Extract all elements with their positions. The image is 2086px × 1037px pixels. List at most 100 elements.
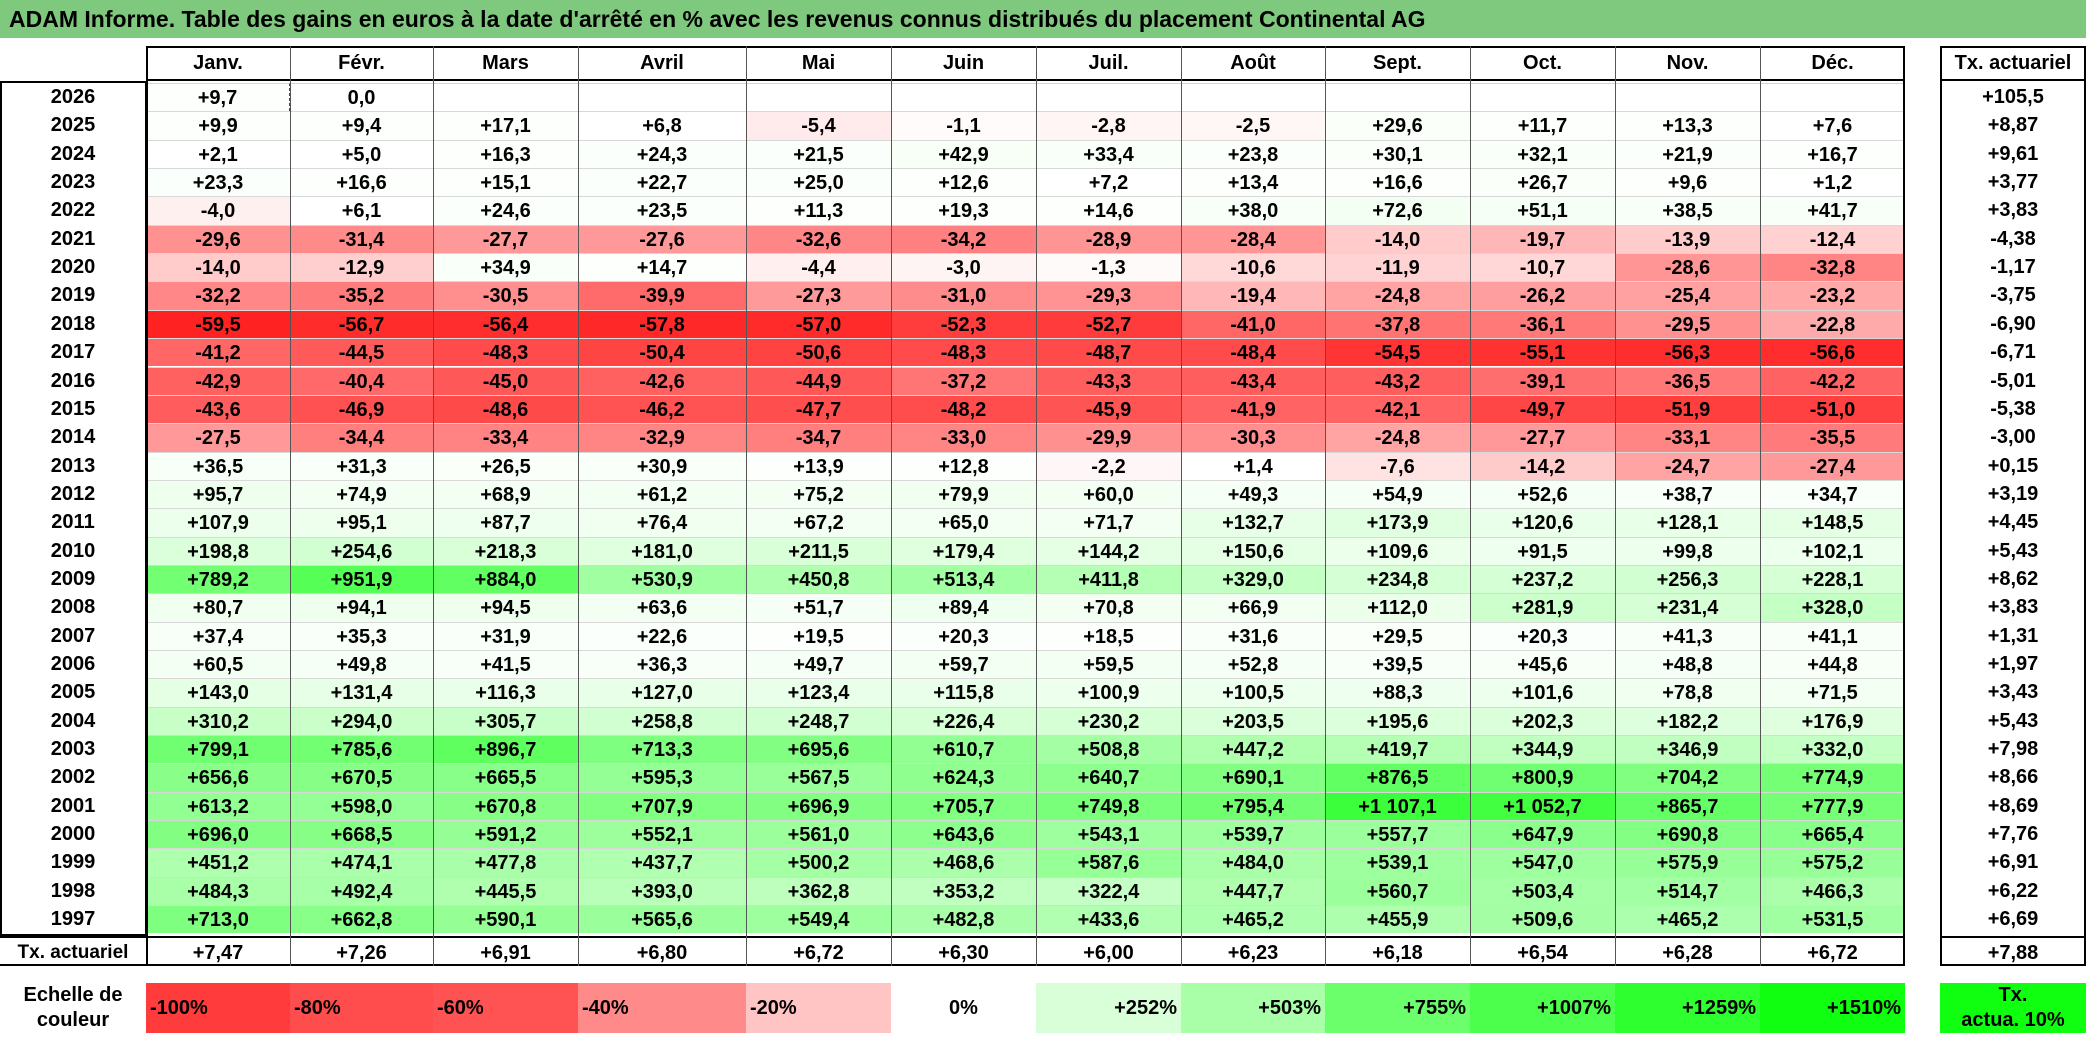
- table-cell: +477,8: [433, 848, 578, 877]
- table-cell: -28,9: [1036, 224, 1181, 254]
- footer-cell: +6,00: [1036, 936, 1181, 966]
- table-cell: +656,6: [146, 763, 290, 792]
- table-cell: +100,5: [1181, 678, 1325, 707]
- table-cell: +513,4: [891, 564, 1036, 594]
- table-cell: -1,3: [1036, 253, 1181, 282]
- table-cell: -32,9: [578, 423, 746, 452]
- rate-cell: +8,87: [1987, 114, 2039, 137]
- table-cell: +777,9: [1760, 791, 1905, 821]
- table-cell: [1470, 83, 1615, 112]
- table-cell: +66,9: [1181, 593, 1325, 622]
- table-cell: +52,8: [1181, 650, 1325, 679]
- table-cell: +198,8: [146, 536, 290, 565]
- scale-swatch: -40%: [578, 983, 746, 1033]
- table-cell: -23,2: [1760, 281, 1905, 310]
- table-cell: +492,4: [290, 876, 433, 906]
- year-label: 2007: [50, 624, 96, 647]
- table-cell: +419,7: [1325, 735, 1470, 764]
- table-cell: -43,4: [1181, 366, 1325, 395]
- footer-cell: +6,91: [433, 936, 578, 966]
- scale-swatch: -80%: [290, 983, 433, 1033]
- table-cell: +87,7: [433, 508, 578, 537]
- table-cell: -27,7: [1470, 423, 1615, 452]
- table-cell: +561,0: [746, 820, 891, 849]
- month-header: Févr.: [290, 46, 433, 81]
- table-cell: +774,9: [1760, 763, 1905, 792]
- table-cell: +179,4: [891, 536, 1036, 565]
- rate-cell: -3,00: [1990, 426, 2036, 449]
- table-cell: +42,9: [891, 139, 1036, 169]
- table-cell: -22,8: [1760, 309, 1905, 339]
- table-cell: -56,7: [290, 309, 433, 339]
- table-cell: +21,5: [746, 139, 891, 169]
- table-cell: +951,9: [290, 564, 433, 594]
- column-divider: [1470, 46, 1471, 966]
- table-cell: +76,4: [578, 508, 746, 537]
- table-cell: +707,9: [578, 791, 746, 821]
- rate-cell: +6,22: [1987, 879, 2039, 902]
- table-cell: -30,3: [1181, 423, 1325, 452]
- table-cell: +60,5: [146, 650, 290, 679]
- table-cell: -50,4: [578, 338, 746, 367]
- table-cell: -33,1: [1615, 423, 1760, 452]
- table-cell: +26,7: [1470, 168, 1615, 197]
- table-cell: +789,2: [146, 564, 290, 594]
- table-cell: -48,4: [1181, 338, 1325, 367]
- rate-cell: +5,43: [1987, 709, 2039, 732]
- table-cell: +143,0: [146, 678, 290, 707]
- year-label: 2006: [50, 653, 96, 675]
- table-cell: +33,4: [1036, 139, 1181, 169]
- table-cell: [1036, 83, 1181, 112]
- rate-cell: +6,69: [1987, 908, 2039, 931]
- table-cell: +643,6: [891, 820, 1036, 849]
- table-cell: +41,1: [1760, 621, 1905, 650]
- table-cell: +474,1: [290, 848, 433, 877]
- footer-cell: +6,18: [1325, 936, 1470, 966]
- table-cell: -41,2: [146, 338, 290, 367]
- table-cell: -56,4: [433, 309, 578, 339]
- table-cell: +218,3: [433, 536, 578, 565]
- table-cell: -37,2: [891, 366, 1036, 395]
- table-cell: +226,4: [891, 706, 1036, 736]
- table-cell: -14,0: [1325, 224, 1470, 254]
- table-cell: +876,5: [1325, 763, 1470, 792]
- table-cell: +305,7: [433, 706, 578, 736]
- scale-swatch: +755%: [1325, 983, 1470, 1033]
- table-cell: -42,6: [578, 366, 746, 395]
- table-cell: -47,7: [746, 394, 891, 424]
- scale-swatch: -20%: [746, 983, 891, 1033]
- month-header: Déc.: [1760, 46, 1905, 81]
- scale-swatch: +1259%: [1615, 983, 1760, 1033]
- table-cell: +13,3: [1615, 111, 1760, 140]
- table-cell: +248,7: [746, 706, 891, 736]
- table-cell: -27,4: [1760, 451, 1905, 480]
- table-cell: +433,6: [1036, 905, 1181, 934]
- table-cell: -19,7: [1470, 224, 1615, 254]
- table-cell: -5,4: [746, 111, 891, 140]
- table-cell: -24,8: [1325, 281, 1470, 310]
- rate-cell: +8,62: [1987, 567, 2039, 590]
- table-cell: +598,0: [290, 791, 433, 821]
- month-header: Juin: [891, 46, 1036, 81]
- rate-header: Tx. actuariel: [1940, 46, 2086, 81]
- table-cell: +549,4: [746, 905, 891, 934]
- rate-cell: +7,76: [1987, 823, 2039, 846]
- table-cell: -46,9: [290, 394, 433, 424]
- table-cell: +116,3: [433, 678, 578, 707]
- table-cell: +94,1: [290, 593, 433, 622]
- table-cell: +29,6: [1325, 111, 1470, 140]
- table-cell: +7,2: [1036, 168, 1181, 197]
- rate-cell: +1,31: [1987, 624, 2039, 647]
- table-cell: -12,9: [290, 253, 433, 282]
- table-cell: +37,4: [146, 621, 290, 650]
- table-cell: +587,6: [1036, 848, 1181, 877]
- scale-label-line: couleur: [36, 1009, 110, 1031]
- table-cell: -43,6: [146, 394, 290, 424]
- year-label: 2004: [50, 709, 96, 732]
- table-cell: +567,5: [746, 763, 891, 792]
- month-header: Janv.: [146, 46, 290, 81]
- rate-cell: -3,75: [1990, 284, 2036, 307]
- table-cell: -27,5: [146, 423, 290, 452]
- table-cell: +9,6: [1615, 168, 1760, 197]
- table-cell: +624,3: [891, 763, 1036, 792]
